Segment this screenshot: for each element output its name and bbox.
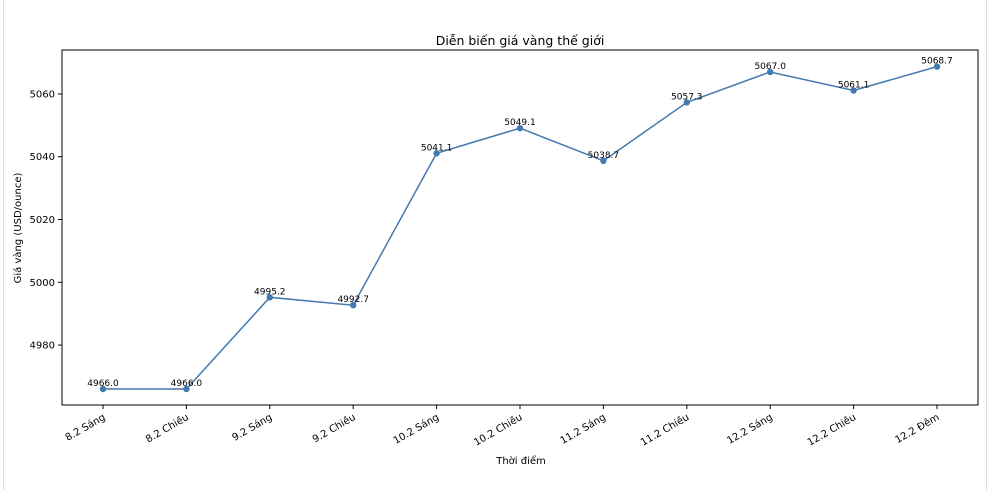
data-point	[850, 87, 857, 94]
data-point	[350, 301, 357, 309]
x-tick-label: 12.2 Sáng	[725, 411, 775, 447]
y-tick-label: 4980	[30, 341, 55, 352]
data-label: 5041.1	[421, 143, 453, 153]
x-tick-label: 11.2 Chiều	[638, 411, 691, 448]
data-label: 5038.7	[588, 151, 620, 161]
data-point	[99, 385, 107, 393]
data-label: 5061.1	[838, 80, 870, 90]
output-frame	[3, 0, 987, 490]
series-line	[103, 65, 938, 390]
x-tick-label: 8.2 Chiều	[144, 411, 191, 445]
x-tick-label: 11.2 Sáng	[558, 411, 608, 447]
data-label: 5049.1	[504, 118, 536, 128]
chart-title: Diễn biến giá vàng thế giới	[436, 33, 605, 48]
y-tick-label: 5020	[30, 215, 55, 226]
data-point	[767, 68, 774, 76]
data-label: 5067.0	[754, 62, 786, 72]
data-label: 4966.0	[171, 379, 203, 389]
y-tick-label: 5060	[30, 89, 55, 100]
x-tick-label: 9.2 Chiều	[310, 411, 357, 445]
data-point	[433, 150, 440, 157]
data-point	[933, 63, 941, 70]
data-point	[266, 294, 273, 301]
data-point	[516, 124, 524, 132]
data-point	[683, 99, 690, 106]
x-tick-label: 12.2 Chiều	[805, 411, 858, 448]
x-tick-label: 9.2 Sáng	[230, 411, 274, 444]
y-tick-label: 5040	[30, 152, 55, 163]
data-label: 4966.0	[87, 379, 119, 389]
data-label: 5057.3	[671, 92, 703, 102]
plot-area	[61, 49, 979, 406]
data-point	[600, 157, 607, 165]
y-axis-label: Giá vàng (USD/ounce)	[12, 173, 24, 284]
data-point	[183, 385, 190, 393]
x-tick-label: 12.2 Đêm	[893, 411, 942, 446]
x-tick-label: 8.2 Sáng	[63, 411, 107, 444]
x-tick-label: 10.2 Chiều	[472, 411, 525, 448]
data-label: 4992.7	[337, 295, 369, 305]
data-label: 5068.7	[921, 57, 953, 67]
x-axis-label: Thời điểm	[495, 454, 546, 467]
data-label: 4995.2	[254, 287, 286, 297]
x-tick-label: 10.2 Sáng	[391, 411, 441, 447]
y-tick-label: 5000	[30, 278, 55, 289]
